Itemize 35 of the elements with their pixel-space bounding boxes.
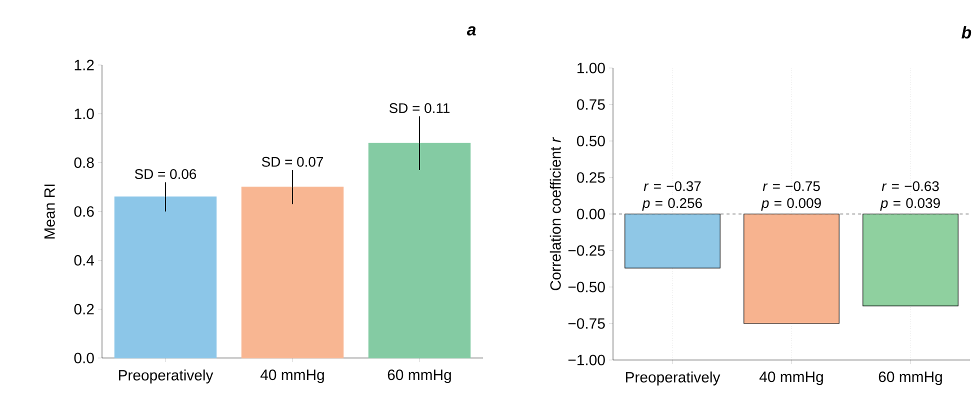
y-tick-label: 0.8: [74, 157, 94, 168]
y-tick-label: −1.00: [568, 354, 605, 366]
data-label: r = −0.63 p = 0.039: [880, 181, 940, 211]
y-tick-label: 1.2: [74, 60, 94, 70]
y-tick-label: 0.75: [576, 99, 605, 110]
bar: [241, 186, 344, 358]
y-tick-label: 0.00: [576, 208, 605, 220]
x-tick-label: 60 mmHg: [388, 370, 451, 384]
y-axis-title: Correlation coefficient r: [550, 137, 561, 290]
y-tick-label: −0.50: [568, 282, 605, 292]
y-tick-label: 0.6: [74, 206, 94, 217]
y-tick-label: 0.2: [74, 304, 94, 314]
annotation: SD = 0.07: [262, 156, 323, 167]
chart-title: b: [962, 26, 972, 39]
annotation: SD = 0.06: [134, 169, 196, 179]
y-tick-label: 1.0: [74, 108, 94, 120]
chart-title: a: [466, 26, 476, 36]
x-tick-label: 40 mmHg: [260, 370, 324, 384]
data-label: r = −0.37 p = 0.256: [642, 181, 702, 211]
y-tick-label: −0.75: [568, 318, 605, 329]
x-tick-label: Preoperatively: [118, 370, 214, 384]
y-tick-label: 0.4: [74, 255, 94, 266]
y-tick-label: −0.25: [568, 245, 605, 256]
x-tick-label: 40 mmHg: [759, 372, 823, 386]
bar: [114, 196, 217, 358]
x-tick-label: 60 mmHg: [878, 372, 942, 386]
x-tick-label: Preoperatively: [626, 372, 720, 386]
y-tick-label: 1.00: [578, 62, 605, 74]
annotation: SD = 0.11: [389, 103, 450, 114]
y-axis-title: Mean RI: [44, 184, 55, 239]
data-label: r = −0.75 p = 0.009: [761, 181, 821, 211]
bar: [368, 142, 471, 358]
y-tick-label: 0.50: [576, 136, 605, 146]
y-tick-label: 0.25: [576, 172, 605, 183]
y-tick-label: 0.0: [74, 352, 94, 364]
